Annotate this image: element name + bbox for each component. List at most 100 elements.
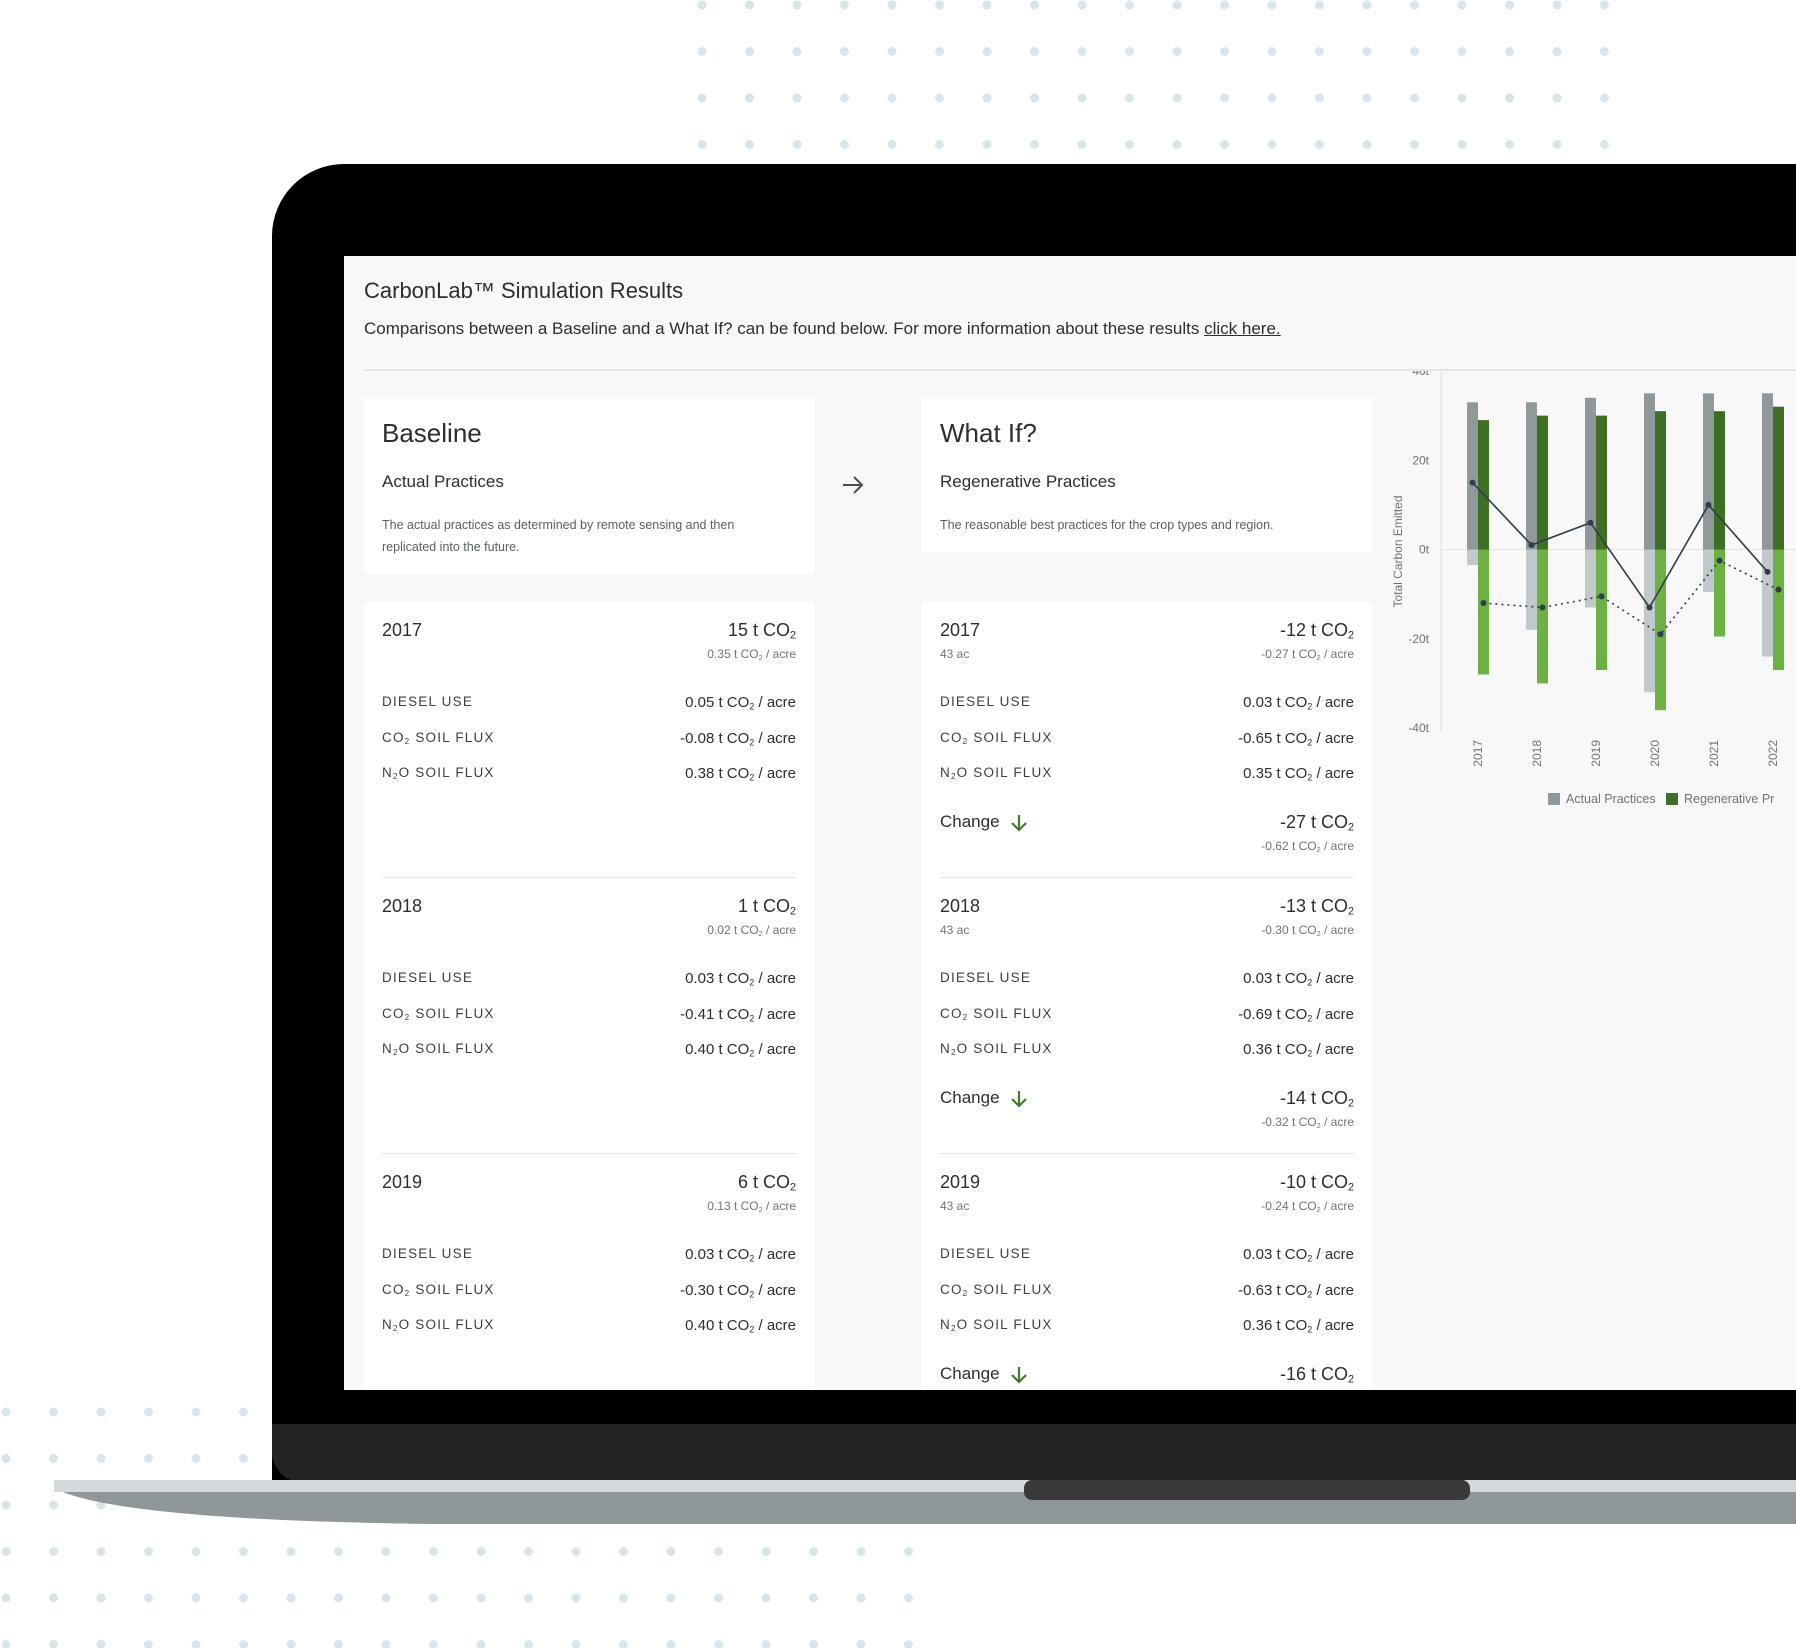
co2-flux-label: CO2 SOIL FLUX xyxy=(382,1282,495,1299)
dot xyxy=(982,93,992,103)
dot xyxy=(714,1547,723,1556)
dot xyxy=(524,1547,533,1556)
bar-regen-positive xyxy=(1714,411,1725,550)
dot xyxy=(1077,0,1087,10)
dot xyxy=(49,1500,58,1510)
legend-swatch-regen xyxy=(1666,793,1678,805)
bar-regen-negative xyxy=(1478,549,1489,675)
dot xyxy=(1172,140,1182,149)
co2-flux-value: -0.08 t CO2 / acre xyxy=(680,730,796,748)
point-actual-net xyxy=(1469,479,1476,486)
dot xyxy=(96,1547,106,1556)
more-info-link[interactable]: click here. xyxy=(1204,319,1281,338)
diesel-value: 0.03 t CO2 / acre xyxy=(1243,1246,1354,1264)
year-per-acre: 0.13 t CO2 / acre xyxy=(707,1199,796,1214)
year-divider xyxy=(940,877,1354,878)
page-subtitle: Comparisons between a Baseline and a Wha… xyxy=(364,319,1281,339)
n2o-flux-value: 0.38 t CO2 / acre xyxy=(685,765,796,783)
dot xyxy=(1172,47,1182,56)
n2o-flux-label: N2O SOIL FLUX xyxy=(940,1317,1053,1334)
whatif-description: The reasonable best practices for the cr… xyxy=(940,518,1274,532)
point-actual-net xyxy=(1705,501,1712,508)
diesel-value: 0.03 t CO2 / acre xyxy=(1243,970,1354,988)
dot xyxy=(96,1454,106,1463)
dot xyxy=(761,1547,771,1556)
dot xyxy=(1552,0,1562,10)
change-label: Change xyxy=(940,1364,1028,1385)
arrow-down-icon xyxy=(1010,1090,1027,1108)
bar-regen-negative xyxy=(1537,549,1548,684)
year-label: 2018 xyxy=(940,896,981,916)
dot xyxy=(1125,0,1134,10)
n2o-flux-row: N2O SOIL FLUX 0.36 t CO2 / acre xyxy=(940,1317,1354,1339)
point-actual-net xyxy=(1587,519,1594,526)
dot xyxy=(476,1640,486,1648)
dot xyxy=(1552,140,1562,149)
bar-regen-negative xyxy=(1655,549,1666,711)
dot xyxy=(1410,140,1419,149)
dot xyxy=(935,0,944,10)
baseline-practice: Actual Practices xyxy=(382,472,504,491)
whatif-results: 2017 43 ac -12 t CO2 -0.27 t CO2 / acre … xyxy=(922,602,1372,1390)
dot xyxy=(982,0,992,10)
dot xyxy=(856,1593,866,1603)
point-regen-net xyxy=(1716,557,1723,564)
baseline-year-2018: 2018 1 t CO2 0.02 t CO2 / acre DIESEL US… xyxy=(364,878,814,1154)
year-per-acre: 0.35 t CO2 / acre xyxy=(707,647,796,662)
dot xyxy=(429,1547,438,1556)
bar-regen-positive xyxy=(1596,415,1607,550)
year-per-acre: -0.24 t CO2 / acre xyxy=(1261,1199,1354,1214)
dot xyxy=(1,1454,11,1463)
dot xyxy=(429,1640,438,1648)
year-total: -10 t CO2 xyxy=(1279,1172,1354,1194)
year-label: 2019 xyxy=(940,1172,981,1192)
dot xyxy=(334,1593,343,1603)
co2-flux-row: CO2 SOIL FLUX -0.30 t CO2 / acre xyxy=(382,1282,796,1304)
dot xyxy=(191,1454,201,1463)
dot xyxy=(1315,93,1324,103)
dot xyxy=(1505,47,1514,56)
dot xyxy=(239,1407,248,1417)
dot xyxy=(1220,0,1229,10)
n2o-flux-label: N2O SOIL FLUX xyxy=(382,765,495,782)
co2-flux-value: -0.69 t CO2 / acre xyxy=(1238,1006,1354,1024)
n2o-flux-label: N2O SOIL FLUX xyxy=(940,1041,1053,1058)
dot xyxy=(1125,93,1134,103)
diesel-row: DIESEL USE 0.03 t CO2 / acre xyxy=(940,1246,1354,1268)
y-tick-label: -20t xyxy=(1408,632,1429,646)
page-title: CarbonLab™ Simulation Results xyxy=(364,278,684,303)
dot xyxy=(1077,47,1087,56)
subtitle-text: Comparisons between a Baseline and a Wha… xyxy=(364,319,1200,338)
whatif-year-2019: 2019 43 ac -10 t CO2 -0.24 t CO2 / acre … xyxy=(922,1154,1372,1390)
dot xyxy=(904,1547,913,1556)
n2o-flux-row: N2O SOIL FLUX 0.40 t CO2 / acre xyxy=(382,1317,796,1339)
dot xyxy=(982,47,992,56)
dot xyxy=(1267,0,1277,10)
legend-swatch-actual xyxy=(1548,793,1560,805)
year-divider xyxy=(382,1153,796,1154)
point-actual-net xyxy=(1646,604,1653,611)
dot xyxy=(1,1407,11,1417)
bar-actual-negative xyxy=(1526,549,1537,630)
n2o-flux-label: N2O SOIL FLUX xyxy=(382,1317,495,1334)
dot xyxy=(840,47,849,56)
year-per-acre: -0.30 t CO2 / acre xyxy=(1261,923,1354,938)
dot xyxy=(1362,47,1372,56)
co2-flux-label: CO2 SOIL FLUX xyxy=(940,1006,1053,1023)
dot xyxy=(856,1640,866,1648)
dot xyxy=(1125,47,1134,56)
x-tick-label: 2020 xyxy=(1648,740,1662,767)
x-tick-label: 2021 xyxy=(1707,740,1721,767)
dot xyxy=(887,93,897,103)
line-regen-net xyxy=(1483,559,1779,636)
dot xyxy=(49,1547,58,1556)
bar-regen-positive xyxy=(1478,420,1489,550)
point-actual-net xyxy=(1528,542,1535,549)
dot xyxy=(840,140,849,149)
y-tick-label: -40t xyxy=(1408,721,1429,735)
point-regen-net xyxy=(1657,631,1664,638)
bar-regen-positive xyxy=(1655,411,1666,550)
change-value: -27 t CO2 xyxy=(1279,812,1354,834)
dot xyxy=(1077,93,1087,103)
arrow-right-icon xyxy=(840,472,866,498)
